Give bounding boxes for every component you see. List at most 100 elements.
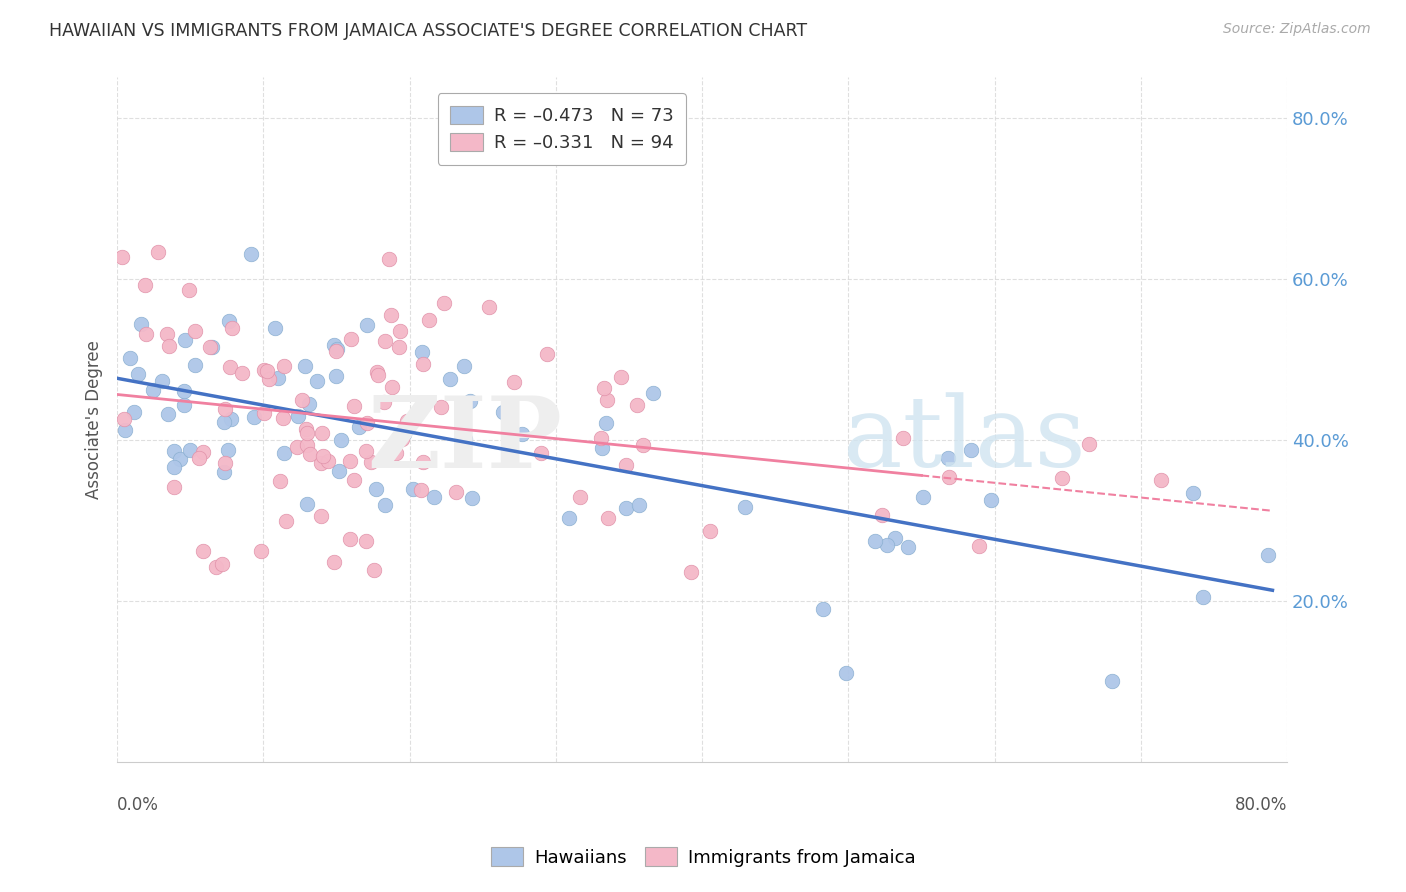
Point — [433, 296, 456, 310]
Point — [628, 499, 651, 513]
Point — [596, 511, 619, 525]
Point — [311, 450, 333, 464]
Point — [218, 314, 240, 328]
Point — [156, 326, 179, 341]
Point — [367, 368, 389, 383]
Point — [936, 450, 959, 465]
Point — [173, 399, 195, 413]
Point — [339, 532, 361, 546]
Point — [256, 364, 278, 378]
Point — [876, 539, 898, 553]
Point — [349, 420, 371, 434]
Point — [173, 333, 195, 347]
Point — [219, 412, 242, 426]
Point — [295, 422, 318, 436]
Text: atlas: atlas — [842, 392, 1085, 488]
Point — [205, 559, 228, 574]
Point — [558, 511, 581, 525]
Point — [354, 443, 377, 458]
Point — [967, 539, 990, 553]
Point — [568, 490, 591, 504]
Point — [217, 443, 239, 458]
Point — [418, 312, 440, 326]
Point — [122, 405, 145, 419]
Point — [439, 372, 461, 386]
Point — [374, 498, 396, 512]
Point — [163, 460, 186, 475]
Point — [309, 509, 332, 524]
Point — [157, 407, 180, 421]
Point — [589, 432, 612, 446]
Point — [699, 524, 721, 538]
Point — [409, 483, 432, 497]
Point — [118, 351, 141, 366]
Point — [391, 432, 413, 446]
Point — [734, 500, 756, 514]
Point — [1149, 473, 1171, 487]
Point — [198, 340, 221, 354]
Point — [339, 454, 361, 468]
Point — [214, 402, 236, 417]
Point — [231, 366, 253, 380]
Point — [111, 250, 134, 264]
Point — [596, 393, 619, 408]
Point — [593, 381, 616, 395]
Point — [253, 406, 276, 420]
Point — [356, 417, 378, 431]
Point — [811, 602, 834, 616]
Point — [297, 497, 319, 511]
Point — [364, 482, 387, 496]
Point — [385, 446, 408, 460]
Point — [157, 339, 180, 353]
Point — [477, 300, 499, 314]
Point — [1050, 471, 1073, 485]
Point — [307, 374, 329, 388]
Point — [381, 380, 404, 394]
Point — [614, 500, 637, 515]
Point — [311, 426, 333, 441]
Point — [591, 441, 613, 455]
Point — [1181, 486, 1204, 500]
Point — [388, 340, 411, 354]
Point — [184, 358, 207, 372]
Point — [363, 563, 385, 577]
Point — [491, 405, 513, 419]
Point — [309, 456, 332, 470]
Point — [536, 347, 558, 361]
Point — [380, 308, 402, 322]
Point — [127, 367, 149, 381]
Point — [626, 398, 648, 412]
Point — [287, 409, 309, 423]
Point — [163, 480, 186, 494]
Point — [291, 393, 314, 408]
Point — [146, 244, 169, 259]
Point — [267, 371, 290, 385]
Point — [273, 359, 295, 374]
Point — [423, 490, 446, 504]
Point — [366, 365, 388, 379]
Point — [643, 386, 665, 401]
Point — [212, 465, 235, 479]
Point — [294, 359, 316, 373]
Point — [614, 458, 637, 472]
Point — [221, 321, 243, 335]
Text: 80.0%: 80.0% — [1234, 797, 1286, 814]
Text: HAWAIIAN VS IMMIGRANTS FROM JAMAICA ASSOCIATE'S DEGREE CORRELATION CHART: HAWAIIAN VS IMMIGRANTS FROM JAMAICA ASSO… — [49, 22, 807, 40]
Point — [884, 532, 907, 546]
Point — [980, 493, 1002, 508]
Point — [395, 414, 418, 428]
Point — [343, 399, 366, 413]
Point — [322, 338, 344, 352]
Point — [297, 425, 319, 440]
Point — [169, 452, 191, 467]
Text: Source: ZipAtlas.com: Source: ZipAtlas.com — [1223, 22, 1371, 37]
Point — [135, 327, 157, 342]
Point — [960, 442, 983, 457]
Point — [191, 445, 214, 459]
Point — [274, 514, 297, 528]
Point — [865, 533, 887, 548]
Point — [870, 508, 893, 523]
Point — [295, 437, 318, 451]
Point — [177, 283, 200, 297]
Point — [343, 474, 366, 488]
